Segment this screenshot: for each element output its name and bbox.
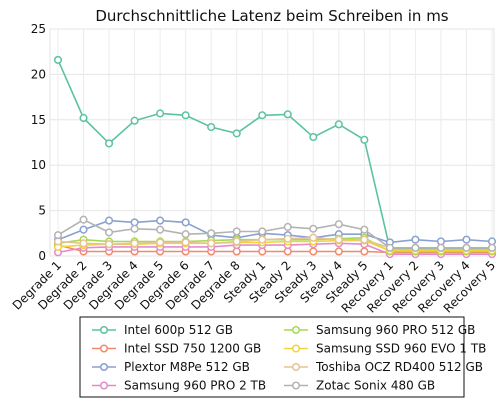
y-tick-label: 0	[38, 249, 46, 263]
legend-swatch-marker	[99, 344, 109, 353]
data-point	[130, 239, 139, 248]
data-point	[105, 228, 114, 237]
data-point	[79, 215, 88, 224]
data-point	[79, 225, 88, 234]
legend-label: Samsung SSD 960 EVO 1 TB	[316, 342, 486, 356]
data-point	[411, 243, 420, 252]
data-point	[462, 235, 471, 244]
legend-swatch-marker	[291, 381, 301, 390]
legend-swatch-marker	[99, 325, 109, 335]
legend-swatch-marker	[99, 362, 109, 372]
data-point	[130, 116, 139, 125]
data-point	[283, 110, 292, 119]
chart-title: Durchschnittliche Latenz beim Schreiben …	[95, 7, 448, 25]
y-tick-label: 20	[31, 67, 46, 81]
legend-item: Intel SSD 750 1200 GB	[92, 342, 261, 356]
data-point	[360, 247, 369, 256]
data-point	[79, 239, 88, 248]
data-point	[207, 229, 216, 238]
legend-label: Zotac Sonix 480 GB	[316, 379, 435, 393]
data-point	[53, 231, 63, 240]
y-tick-label: 5	[38, 204, 46, 218]
data-point	[156, 225, 165, 234]
data-point	[334, 120, 343, 129]
grid-lines	[49, 28, 495, 257]
data-point	[309, 233, 318, 242]
data-point	[309, 224, 318, 233]
legend-item: Samsung 960 PRO 512 GB	[284, 323, 475, 337]
data-point	[411, 235, 420, 244]
series-line	[57, 218, 492, 249]
legend-label: Toshiba OCZ RD400 512 GB	[315, 360, 483, 374]
legend-item: Samsung SSD 960 EVO 1 TB	[284, 342, 486, 356]
data-point	[283, 234, 292, 243]
series-group	[53, 215, 497, 252]
data-point	[436, 243, 445, 252]
series-group	[53, 55, 497, 253]
data-point	[105, 216, 114, 225]
data-point	[105, 139, 114, 148]
data-point	[258, 235, 267, 244]
data-point	[156, 216, 165, 225]
data-point	[360, 225, 369, 234]
data-point	[232, 129, 241, 138]
data-point	[232, 237, 241, 246]
series-line	[57, 244, 492, 254]
data-point	[360, 235, 369, 244]
series-lines	[53, 55, 497, 259]
data-point	[462, 243, 471, 252]
y-tick-label: 10	[31, 158, 46, 172]
y-tick-label: 15	[31, 113, 46, 127]
legend-item: Toshiba OCZ RD400 512 GB	[284, 360, 483, 374]
y-axis: 0 5 10 15 20 25	[31, 22, 46, 263]
data-point	[309, 247, 318, 256]
data-point	[334, 220, 343, 229]
data-point	[258, 227, 267, 236]
data-point	[156, 109, 165, 118]
data-point	[283, 222, 292, 231]
data-point	[487, 243, 497, 252]
data-point	[258, 111, 267, 120]
data-point	[181, 230, 190, 239]
data-point	[181, 238, 190, 247]
series-line	[57, 242, 492, 255]
plot-area	[49, 28, 495, 257]
data-point	[360, 135, 369, 144]
data-point	[385, 243, 394, 252]
data-point	[181, 111, 190, 120]
series-line	[57, 59, 492, 250]
legend-label: Samsung 960 PRO 512 GB	[316, 323, 475, 337]
legend-label: Intel SSD 750 1200 GB	[124, 342, 261, 356]
legend-item: Samsung 960 PRO 2 TB	[92, 379, 266, 393]
legend-swatch-marker	[291, 362, 301, 372]
data-point	[207, 123, 216, 132]
legend-label: Plextor M8Pe 512 GB	[124, 360, 250, 374]
legend-label: Samsung 960 PRO 2 TB	[124, 379, 266, 393]
data-point	[130, 224, 139, 233]
data-point	[156, 238, 165, 247]
data-point	[207, 239, 216, 248]
data-point	[105, 240, 114, 249]
y-tick-label: 25	[31, 22, 46, 36]
legend-item: Intel 600p 512 GB	[92, 323, 233, 337]
legend-swatch-marker	[291, 344, 301, 353]
legend-swatch-marker	[291, 325, 301, 335]
data-point	[334, 247, 343, 256]
legend-item: Plextor M8Pe 512 GB	[92, 360, 250, 374]
legend-swatch-marker	[99, 381, 109, 390]
data-point	[181, 218, 190, 227]
legend-label: Intel 600p 512 GB	[124, 323, 233, 337]
legend-box	[79, 316, 465, 398]
legend-item: Zotac Sonix 480 GB	[284, 379, 435, 393]
series-line	[57, 219, 493, 244]
data-point	[232, 227, 241, 236]
data-point	[79, 113, 88, 123]
data-point	[53, 55, 63, 64]
data-point	[309, 133, 318, 142]
data-point	[334, 235, 343, 244]
legend: Intel 600p 512 GB Intel SSD 750 1200 GB Pl…	[79, 316, 486, 398]
